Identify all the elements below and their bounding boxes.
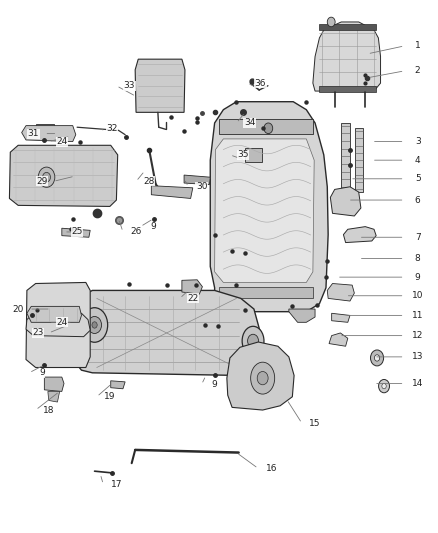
Text: 17: 17	[111, 480, 122, 489]
Bar	[245, 149, 262, 162]
Polygon shape	[313, 22, 381, 91]
Text: 9: 9	[212, 380, 218, 389]
Polygon shape	[215, 139, 314, 282]
Text: 12: 12	[412, 331, 424, 340]
Text: 7: 7	[415, 233, 420, 242]
Text: 30: 30	[196, 182, 207, 191]
Text: 31: 31	[28, 129, 39, 138]
Text: 35: 35	[237, 150, 249, 159]
Polygon shape	[21, 126, 76, 142]
Ellipse shape	[38, 167, 55, 187]
Text: 10: 10	[412, 291, 424, 300]
Bar	[319, 86, 376, 92]
Polygon shape	[332, 313, 350, 322]
Text: 9: 9	[39, 368, 45, 377]
Text: 36: 36	[255, 78, 266, 87]
Ellipse shape	[92, 322, 97, 328]
Text: 23: 23	[32, 328, 43, 337]
Text: 24: 24	[56, 318, 67, 327]
Polygon shape	[329, 333, 348, 346]
Ellipse shape	[88, 317, 102, 334]
Polygon shape	[151, 185, 193, 198]
Text: 19: 19	[104, 392, 116, 401]
Polygon shape	[111, 381, 125, 389]
Ellipse shape	[251, 362, 275, 394]
Polygon shape	[327, 284, 354, 301]
Polygon shape	[26, 282, 90, 368]
Polygon shape	[210, 102, 328, 312]
Polygon shape	[330, 187, 361, 216]
Text: 9: 9	[415, 273, 420, 281]
Text: 1: 1	[415, 42, 420, 51]
Text: 28: 28	[144, 177, 155, 186]
Polygon shape	[343, 227, 376, 243]
Text: 13: 13	[412, 352, 424, 361]
Text: 33: 33	[124, 81, 135, 90]
Text: 29: 29	[36, 177, 48, 186]
Polygon shape	[135, 59, 185, 112]
Ellipse shape	[382, 383, 386, 389]
Text: 26: 26	[131, 228, 142, 237]
Polygon shape	[227, 342, 294, 410]
Polygon shape	[223, 309, 250, 322]
Polygon shape	[26, 313, 90, 337]
Polygon shape	[289, 309, 315, 322]
Text: 25: 25	[71, 228, 83, 237]
Text: 2: 2	[415, 67, 420, 75]
Text: 24: 24	[56, 137, 67, 146]
Text: 16: 16	[265, 464, 277, 473]
Ellipse shape	[264, 123, 273, 134]
Polygon shape	[73, 290, 263, 375]
Text: 14: 14	[412, 379, 424, 388]
Polygon shape	[355, 128, 363, 192]
Text: 34: 34	[244, 118, 255, 127]
Bar	[219, 287, 313, 298]
Polygon shape	[48, 391, 60, 402]
Polygon shape	[182, 280, 202, 294]
Text: 3: 3	[415, 137, 420, 146]
Text: 18: 18	[43, 406, 54, 415]
Polygon shape	[44, 377, 64, 391]
Polygon shape	[62, 228, 90, 237]
Ellipse shape	[378, 379, 389, 393]
Ellipse shape	[257, 372, 268, 385]
Text: 22: 22	[187, 294, 198, 303]
Polygon shape	[27, 306, 81, 322]
Text: 20: 20	[12, 304, 24, 313]
Ellipse shape	[42, 172, 50, 182]
Ellipse shape	[371, 350, 384, 366]
Bar	[36, 124, 54, 135]
Ellipse shape	[374, 355, 380, 361]
Text: 6: 6	[415, 196, 420, 205]
Ellipse shape	[247, 334, 258, 348]
Text: 8: 8	[415, 254, 420, 263]
Polygon shape	[10, 146, 118, 206]
Ellipse shape	[242, 326, 264, 356]
Text: 15: 15	[309, 419, 321, 428]
Polygon shape	[184, 175, 210, 184]
Text: 4: 4	[415, 156, 420, 165]
Text: 5: 5	[415, 174, 420, 183]
Ellipse shape	[81, 308, 108, 342]
Bar	[319, 23, 376, 30]
Polygon shape	[341, 123, 350, 197]
Text: 11: 11	[412, 311, 424, 320]
Text: 9: 9	[151, 222, 156, 231]
Ellipse shape	[327, 17, 335, 27]
Bar	[219, 119, 313, 134]
Text: 32: 32	[106, 124, 118, 133]
